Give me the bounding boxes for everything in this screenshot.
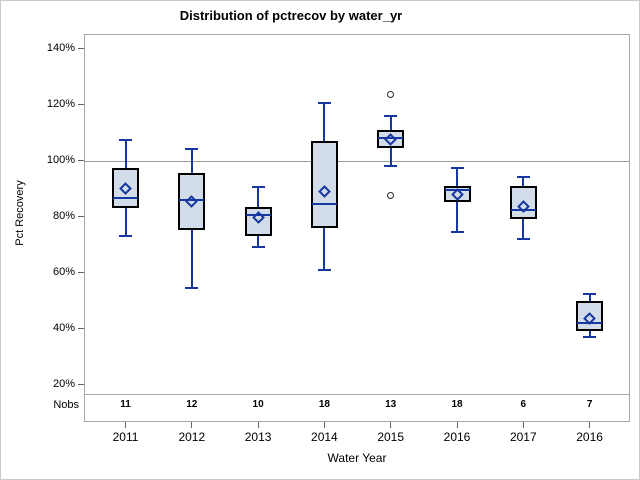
x-tick-mark bbox=[257, 422, 259, 428]
median-line bbox=[113, 197, 138, 200]
x-tick-mark bbox=[589, 422, 591, 428]
whisker-cap-top bbox=[119, 138, 132, 141]
nobs-value: 10 bbox=[252, 399, 264, 410]
nobs-value: 7 bbox=[586, 399, 593, 410]
x-tick-mark bbox=[191, 422, 193, 428]
nobs-value: 11 bbox=[120, 399, 131, 410]
whisker-cap-bottom bbox=[185, 286, 199, 289]
x-tick-mark bbox=[456, 422, 458, 428]
whisker-cap-bottom bbox=[384, 165, 398, 168]
nobs-value: 12 bbox=[186, 399, 198, 410]
x-category-label: 2017 bbox=[509, 430, 537, 444]
box bbox=[112, 167, 139, 209]
y-tick-label: 20% bbox=[52, 377, 75, 390]
whisker-cap-top bbox=[583, 292, 597, 295]
median-line bbox=[444, 188, 470, 191]
y-tick-label: 140% bbox=[46, 41, 75, 54]
x-category-label: 2016 bbox=[443, 430, 471, 444]
whisker-cap-bottom bbox=[450, 230, 464, 233]
nobs-value: 18 bbox=[451, 399, 463, 410]
y-tick-label: 60% bbox=[52, 265, 75, 278]
x-category-label: 2012 bbox=[178, 430, 206, 444]
y-tick-mark bbox=[78, 104, 84, 105]
chart-title: Distribution of pctrecov by water_yr bbox=[179, 8, 403, 23]
outlier-point bbox=[387, 192, 395, 199]
box bbox=[178, 173, 206, 231]
whisker-cap-bottom bbox=[119, 235, 132, 238]
whisker-cap-bottom bbox=[583, 335, 597, 338]
x-category-label: 2016 bbox=[576, 430, 603, 444]
x-category-label: 2015 bbox=[377, 430, 405, 444]
y-tick-mark bbox=[78, 48, 84, 49]
whisker-cap-top bbox=[317, 102, 331, 105]
whisker-cap-bottom bbox=[317, 268, 331, 271]
whisker-cap-top bbox=[450, 166, 464, 169]
median-line bbox=[577, 321, 603, 324]
box bbox=[509, 185, 537, 220]
y-tick-mark bbox=[78, 216, 84, 217]
whisker-cap-top bbox=[251, 186, 265, 189]
whisker-cap-bottom bbox=[251, 246, 265, 249]
x-tick-mark bbox=[125, 422, 126, 428]
whisker-cap-bottom bbox=[516, 237, 530, 240]
y-tick-mark bbox=[78, 160, 84, 161]
whisker-cap-top bbox=[185, 148, 199, 151]
x-category-label: 2011 bbox=[112, 430, 139, 444]
y-tick-label: 80% bbox=[52, 209, 75, 222]
x-axis-title: Water Year bbox=[327, 451, 387, 465]
nobs-separator-line bbox=[85, 394, 629, 395]
y-tick-mark bbox=[78, 328, 84, 329]
median-line bbox=[378, 137, 404, 140]
median-line bbox=[179, 198, 205, 201]
x-category-label: 2013 bbox=[244, 430, 272, 444]
plot-frame bbox=[84, 34, 630, 422]
x-category-label: 2014 bbox=[311, 430, 338, 444]
whisker-cap-top bbox=[384, 114, 398, 117]
nobs-value: 6 bbox=[520, 399, 527, 410]
median-line bbox=[311, 202, 337, 205]
reference-line-100pct bbox=[85, 160, 629, 162]
nobs-row-label: Nobs bbox=[53, 399, 79, 411]
box bbox=[576, 300, 604, 332]
x-tick-mark bbox=[522, 422, 524, 428]
median-line bbox=[510, 208, 536, 211]
y-tick-mark bbox=[78, 272, 84, 273]
box bbox=[244, 206, 272, 237]
outlier-point bbox=[387, 91, 395, 99]
median-line bbox=[245, 214, 271, 217]
y-tick-mark bbox=[78, 384, 84, 385]
y-tick-label: 100% bbox=[46, 153, 75, 166]
y-tick-label: 120% bbox=[46, 97, 75, 110]
nobs-value: 18 bbox=[318, 399, 330, 410]
y-tick-label: 40% bbox=[52, 321, 75, 334]
x-tick-mark bbox=[323, 422, 325, 428]
x-tick-mark bbox=[390, 422, 392, 428]
whisker-cap-top bbox=[516, 176, 530, 179]
box bbox=[310, 140, 338, 228]
nobs-value: 13 bbox=[385, 399, 397, 410]
